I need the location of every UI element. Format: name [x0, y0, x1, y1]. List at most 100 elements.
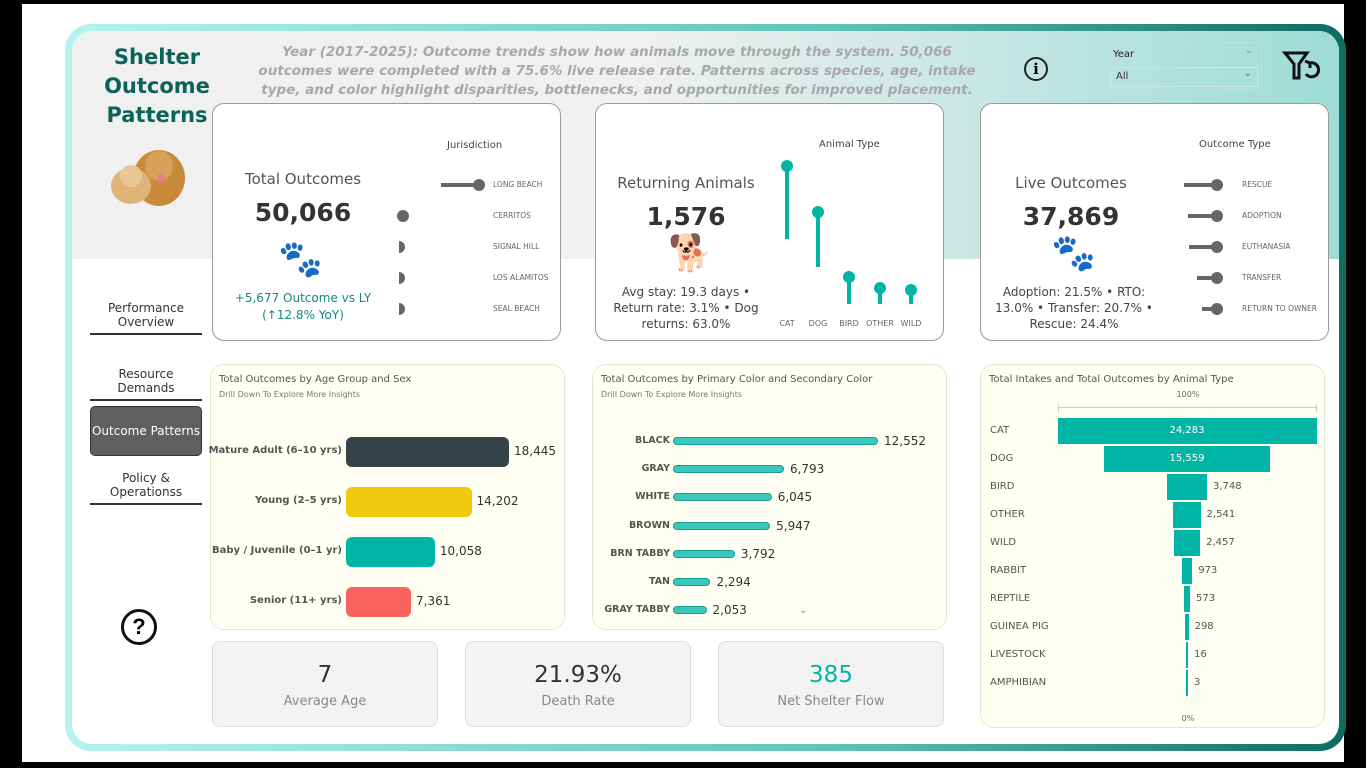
- slicer-knob[interactable]: [1211, 210, 1223, 222]
- slicer-label[interactable]: RESCUE: [1242, 180, 1273, 189]
- lollipop-label[interactable]: BIRD: [839, 319, 859, 328]
- bar[interactable]: [673, 493, 772, 502]
- slicer-knob[interactable]: [1211, 303, 1223, 315]
- nav-resource-demands[interactable]: Resource Demands: [90, 367, 202, 401]
- kpi-title: Total Outcomes: [244, 170, 362, 188]
- lollipop-head[interactable]: [812, 205, 824, 218]
- stat-value: 21.93%: [534, 662, 622, 688]
- bar[interactable]: [673, 549, 735, 558]
- slicer-knob[interactable]: [399, 241, 405, 253]
- pets-icon: 🐾: [278, 239, 323, 280]
- nav-outcome-patterns[interactable]: Outcome Patterns: [90, 406, 202, 456]
- bar[interactable]: [673, 465, 784, 474]
- funnel-bar[interactable]: [1173, 530, 1201, 556]
- info-icon[interactable]: i: [1024, 57, 1048, 81]
- slicer-knob[interactable]: [399, 272, 405, 284]
- bar-category-label: BROWN: [628, 519, 670, 531]
- funnel-value-label: 3,748: [1212, 481, 1242, 492]
- bar[interactable]: [346, 487, 472, 517]
- bar[interactable]: [346, 437, 509, 467]
- slicer-bar[interactable]: [441, 183, 479, 187]
- lollipop-stem[interactable]: [785, 166, 789, 239]
- dog-icon: 🐕: [668, 233, 713, 274]
- funnel-category-label: OTHER: [990, 509, 1025, 520]
- slicer-bar[interactable]: [1202, 307, 1217, 311]
- axis-top-label: 100%: [1176, 390, 1200, 399]
- slicer-label[interactable]: RETURN TO OWNER: [1242, 304, 1317, 313]
- bar-category-label: BLACK: [635, 435, 670, 446]
- returning-animals-card: Returning Animals 1,576 🐕 Avg stay: 19.3…: [595, 103, 944, 341]
- funnel-value-label: 973: [1198, 565, 1218, 576]
- bar[interactable]: [673, 578, 711, 586]
- nav-policy-operations[interactable]: Policy & Operationss: [90, 471, 202, 505]
- lollipop-stem[interactable]: [878, 288, 882, 304]
- funnel-bar[interactable]: [1104, 446, 1270, 472]
- age-chart-panel: Total Outcomes by Age Group and Sex Dril…: [209, 364, 565, 630]
- lollipop-head[interactable]: [781, 160, 793, 172]
- slicer-label[interactable]: SEAL BEACH: [493, 304, 540, 313]
- chart-title: Total Intakes and Total Outcomes by Anim…: [989, 374, 1234, 385]
- lollipop-label[interactable]: DOG: [808, 319, 828, 328]
- slicer-knob[interactable]: [1211, 241, 1223, 253]
- funnel-bar[interactable]: [1181, 558, 1193, 584]
- lollipop-head[interactable]: [843, 270, 855, 283]
- nav-performance-overview[interactable]: Performance Overview: [90, 301, 202, 335]
- kpi-title: Live Outcomes: [1015, 174, 1127, 192]
- slicer-knob[interactable]: [399, 303, 405, 315]
- slicer-label[interactable]: LONG BEACH: [493, 180, 543, 189]
- clear-filters-icon[interactable]: [1282, 49, 1324, 85]
- slicer-knob[interactable]: [1211, 179, 1223, 191]
- year-dropdown[interactable]: All ⌄: [1111, 67, 1258, 87]
- bar[interactable]: [673, 606, 707, 615]
- stat-value: 7: [317, 662, 333, 688]
- slicer-label[interactable]: LOS ALAMITOS: [493, 273, 549, 282]
- bar-value-label: 3,792: [740, 546, 776, 561]
- slicer-knob[interactable]: [1211, 272, 1223, 284]
- slicer-bar[interactable]: [1188, 245, 1217, 249]
- scroll-down-icon[interactable]: ⌄: [799, 605, 808, 616]
- funnel-bar[interactable]: [1167, 474, 1207, 500]
- slicer-bar[interactable]: [1187, 214, 1217, 218]
- slicer-label[interactable]: EUTHANASIA: [1242, 242, 1291, 251]
- lollipop-stem[interactable]: [816, 211, 820, 267]
- slicer-label[interactable]: SIGNAL HILL: [493, 242, 540, 251]
- kpi-note: Adoption: 21.5% • RTO: 13.0% • Transfer:…: [995, 285, 1153, 331]
- bar[interactable]: [673, 521, 771, 530]
- bar[interactable]: [346, 587, 412, 617]
- slicer-title: Jurisdiction: [447, 140, 503, 151]
- lollipop-label[interactable]: WILD: [900, 319, 922, 328]
- bar-value-label: 18,445: [514, 444, 556, 458]
- year-filter[interactable]: Year ⌄ All ⌄: [1102, 42, 1262, 90]
- bar[interactable]: [346, 537, 435, 567]
- stat-label: Death Rate: [541, 694, 615, 709]
- funnel-value-label: 3: [1194, 677, 1201, 688]
- funnel-bar[interactable]: [1173, 502, 1201, 528]
- lollipop-label[interactable]: OTHER: [866, 319, 894, 328]
- funnel-bar[interactable]: [1183, 586, 1191, 612]
- funnel-bar[interactable]: [1057, 418, 1317, 444]
- help-icon[interactable]: ?: [121, 609, 157, 645]
- lollipop-label[interactable]: CAT: [779, 319, 795, 328]
- kpi-title: Returning Animals: [617, 174, 755, 192]
- slicer-bar[interactable]: [1197, 276, 1217, 280]
- funnel-category-label: CAT: [990, 425, 1010, 436]
- chart-title: Total Outcomes by Age Group and Sex: [219, 374, 412, 385]
- bar[interactable]: [673, 437, 878, 445]
- page-description: Year (2017-2025): Outcome trends show ho…: [258, 44, 976, 98]
- slicer-label[interactable]: CERRITOS: [493, 211, 531, 220]
- slicer-knob[interactable]: [397, 210, 409, 222]
- slicer-label[interactable]: ADOPTION: [1242, 211, 1282, 220]
- slicer-label[interactable]: TRANSFER: [1242, 273, 1282, 282]
- funnel-bar[interactable]: [1185, 614, 1189, 640]
- funnel-bar[interactable]: [1186, 670, 1188, 696]
- lollipop-stem[interactable]: [847, 276, 851, 304]
- paw-icon: 🐾: [1051, 233, 1096, 274]
- bar-category-label: Senior (11+ yrs): [249, 595, 342, 606]
- chevron-down-icon: ⌄: [1243, 68, 1252, 79]
- lollipop-stem[interactable]: [909, 289, 913, 304]
- lollipop-head[interactable]: [874, 282, 886, 295]
- lollipop-head[interactable]: [905, 283, 917, 296]
- funnel-bar[interactable]: [1186, 642, 1188, 668]
- slicer-bar[interactable]: [1184, 183, 1217, 187]
- slicer-knob[interactable]: [473, 179, 485, 191]
